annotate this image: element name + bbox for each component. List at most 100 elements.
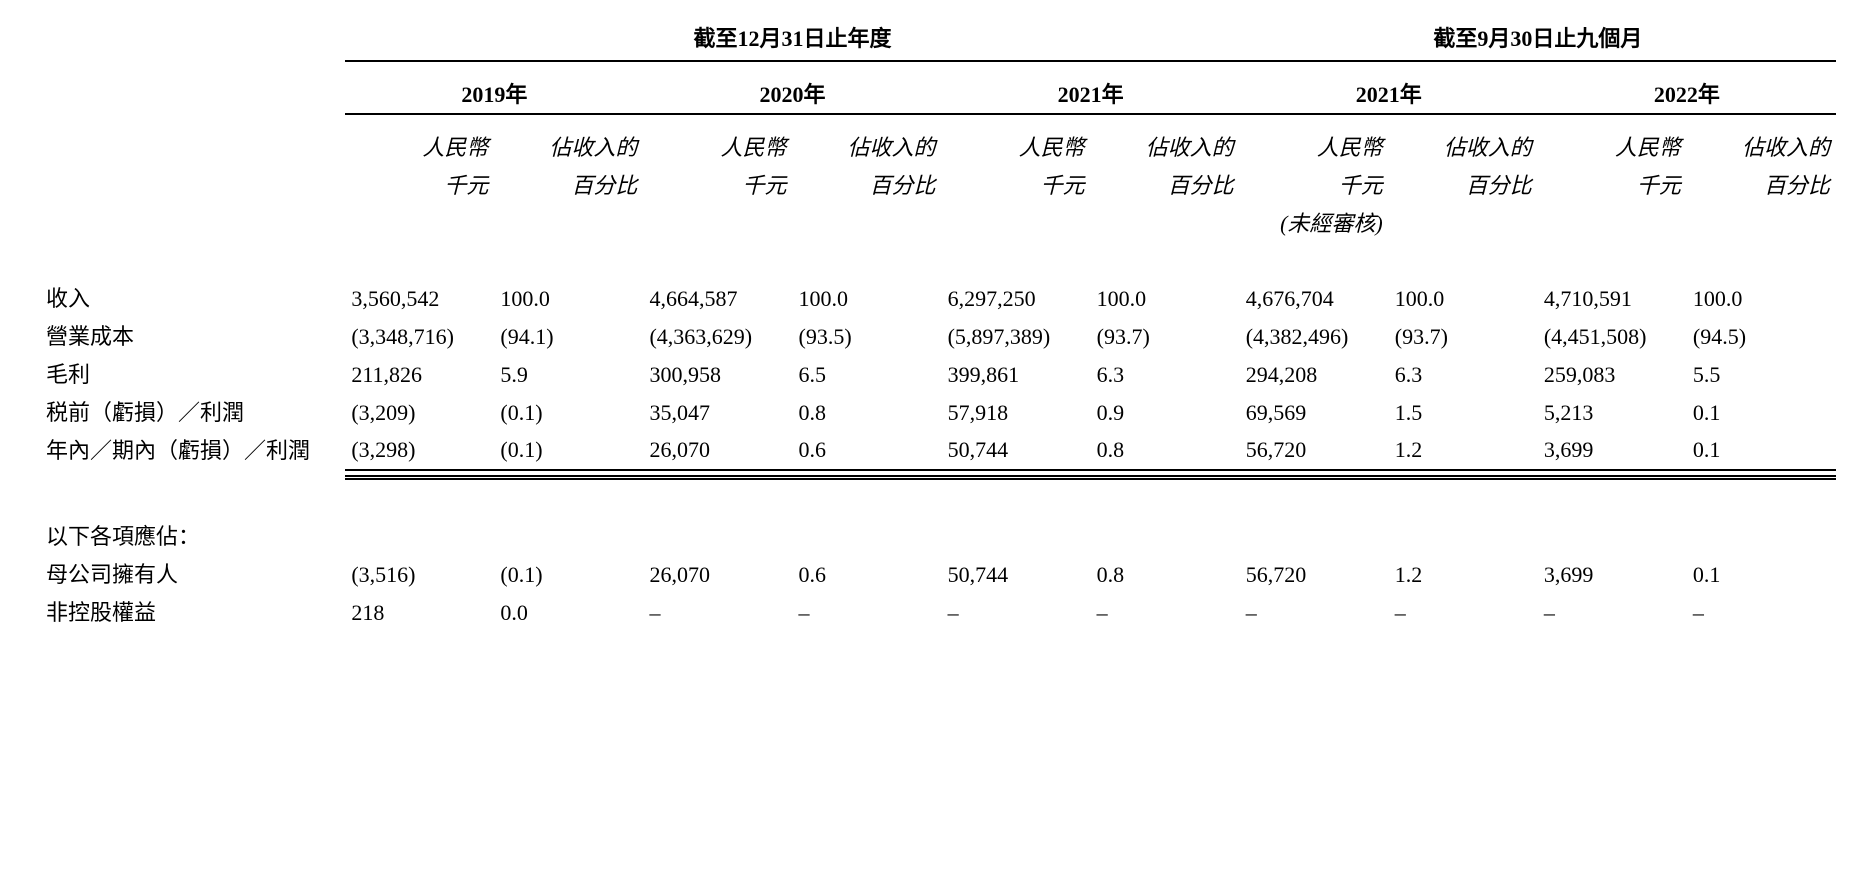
row-cost: 營業成本 (3,348,716) (94.1) (4,363,629) (93.…	[40, 318, 1836, 356]
cell: –	[793, 594, 942, 632]
cell: 218	[345, 594, 494, 632]
cell: 100.0	[1687, 280, 1836, 318]
year-2019: 2019年	[345, 76, 643, 115]
row-nci: 非控股權益 218 0.0 – – – – – – – –	[40, 594, 1836, 632]
cell: 399,861	[942, 356, 1091, 394]
row-gross-profit: 毛利 211,826 5.9 300,958 6.5 399,861 6.3 2…	[40, 356, 1836, 394]
cell: (4,451,508)	[1538, 318, 1687, 356]
cell: 1.2	[1389, 431, 1538, 470]
sub-pct2: 百分比	[793, 167, 942, 205]
cell: (94.1)	[494, 318, 643, 356]
sub-pct2: 百分比	[1687, 167, 1836, 205]
cell: 4,676,704	[1240, 280, 1389, 318]
sub-pct: 佔收入的	[494, 129, 643, 167]
cell: 100.0	[793, 280, 942, 318]
cell: 0.6	[793, 556, 942, 594]
cell: (3,516)	[345, 556, 494, 594]
cell: (0.1)	[494, 556, 643, 594]
cell: (93.7)	[1091, 318, 1240, 356]
cell: 5,213	[1538, 394, 1687, 432]
cell: 69,569	[1240, 394, 1389, 432]
row-label: 非控股權益	[40, 594, 345, 632]
cell: 0.1	[1687, 431, 1836, 470]
cell: 3,699	[1538, 556, 1687, 594]
double-rule-row	[40, 470, 1836, 478]
sub-rmb: 人民幣	[942, 129, 1091, 167]
row-label: 收入	[40, 280, 345, 318]
cell: 0.6	[793, 431, 942, 470]
cell: 1.5	[1389, 394, 1538, 432]
cell: (93.5)	[793, 318, 942, 356]
sub-rmb: 人民幣	[345, 129, 494, 167]
sub-rmb: 人民幣	[643, 129, 792, 167]
cell: 35,047	[643, 394, 792, 432]
sub-pct: 佔收入的	[1687, 129, 1836, 167]
cell: 6.5	[793, 356, 942, 394]
sub-rmb: 人民幣	[1538, 129, 1687, 167]
sub-pct: 佔收入的	[793, 129, 942, 167]
cell: 100.0	[1389, 280, 1538, 318]
cell: –	[942, 594, 1091, 632]
cell: –	[643, 594, 792, 632]
cell: –	[1091, 594, 1240, 632]
cell: 100.0	[1091, 280, 1240, 318]
unaudited-label: (未經審核)	[1240, 205, 1389, 243]
sub-rmb2: 千元	[942, 167, 1091, 205]
subheader-row-2: 千元 百分比 千元 百分比 千元 百分比 千元 百分比 千元 百分比	[40, 167, 1836, 205]
attributable-heading: 以下各項應佔：	[40, 518, 345, 556]
sub-rmb2: 千元	[345, 167, 494, 205]
sub-rmb2: 千元	[1538, 167, 1687, 205]
cell: 0.8	[1091, 431, 1240, 470]
sub-pct2: 百分比	[494, 167, 643, 205]
cell: 57,918	[942, 394, 1091, 432]
sub-rmb2: 千元	[643, 167, 792, 205]
year-2021b: 2021年	[1240, 76, 1538, 115]
financial-table: 截至12月31日止年度 截至9月30日止九個月 2019年 2020年 2021…	[40, 20, 1836, 631]
cell: 294,208	[1240, 356, 1389, 394]
cell: 0.1	[1687, 556, 1836, 594]
row-pretax: 税前（虧損）／利潤 (3,209) (0.1) 35,047 0.8 57,91…	[40, 394, 1836, 432]
cell: 100.0	[494, 280, 643, 318]
cell: –	[1687, 594, 1836, 632]
period-group-row: 截至12月31日止年度 截至9月30日止九個月	[40, 20, 1836, 61]
row-owners: 母公司擁有人 (3,516) (0.1) 26,070 0.6 50,744 0…	[40, 556, 1836, 594]
cell: 56,720	[1240, 431, 1389, 470]
row-label: 營業成本	[40, 318, 345, 356]
sub-pct: 佔收入的	[1389, 129, 1538, 167]
cell: (4,363,629)	[643, 318, 792, 356]
sub-rmb2: 千元	[1240, 167, 1389, 205]
row-label: 税前（虧損）／利潤	[40, 394, 345, 432]
cell: 56,720	[1240, 556, 1389, 594]
cell: 0.1	[1687, 394, 1836, 432]
cell: 1.2	[1389, 556, 1538, 594]
cell: 6.3	[1389, 356, 1538, 394]
cell: 3,699	[1538, 431, 1687, 470]
sub-pct2: 百分比	[1091, 167, 1240, 205]
cell: –	[1240, 594, 1389, 632]
year-2021a: 2021年	[942, 76, 1240, 115]
cell: 0.9	[1091, 394, 1240, 432]
cell: (0.1)	[494, 431, 643, 470]
cell: 0.8	[1091, 556, 1240, 594]
unaudited-row: (未經審核)	[40, 205, 1836, 243]
cell: (94.5)	[1687, 318, 1836, 356]
row-label: 年內／期內（虧損）／利潤	[40, 431, 345, 470]
cell: 50,744	[942, 431, 1091, 470]
sub-pct: 佔收入的	[1091, 129, 1240, 167]
year-row: 2019年 2020年 2021年 2021年 2022年	[40, 76, 1836, 115]
cell: 3,560,542	[345, 280, 494, 318]
cell: –	[1389, 594, 1538, 632]
cell: 4,664,587	[643, 280, 792, 318]
sub-rmb: 人民幣	[1240, 129, 1389, 167]
cell: 5.5	[1687, 356, 1836, 394]
year-2022: 2022年	[1538, 76, 1836, 115]
cell: 26,070	[643, 431, 792, 470]
cell: 4,710,591	[1538, 280, 1687, 318]
row-label: 母公司擁有人	[40, 556, 345, 594]
cell: (5,897,389)	[942, 318, 1091, 356]
cell: 6.3	[1091, 356, 1240, 394]
cell: 0.8	[793, 394, 942, 432]
cell: 259,083	[1538, 356, 1687, 394]
cell: (3,298)	[345, 431, 494, 470]
cell: (93.7)	[1389, 318, 1538, 356]
